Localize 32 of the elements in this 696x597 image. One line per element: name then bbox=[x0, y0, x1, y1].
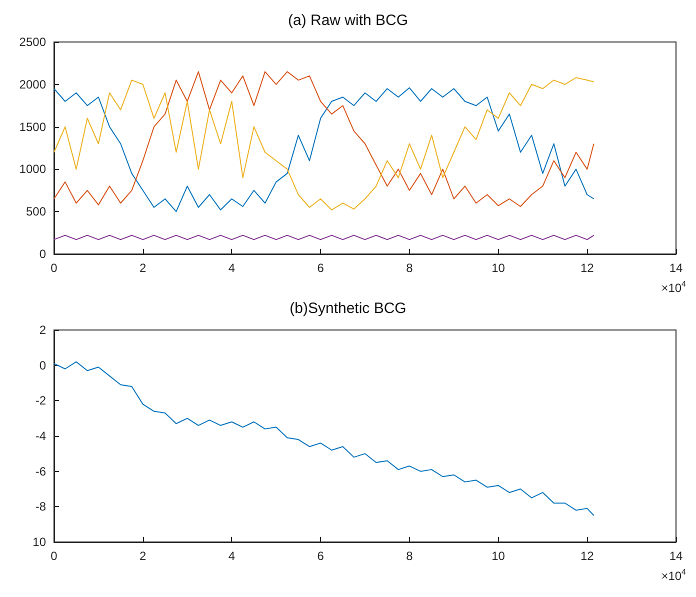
chart-title: (a) Raw with BCG bbox=[288, 12, 408, 29]
y-tick-label: -6 bbox=[35, 464, 46, 478]
x-tick-label: 4 bbox=[228, 549, 236, 563]
y-tick-label: 10 bbox=[32, 535, 46, 549]
y-tick-label: 0 bbox=[39, 247, 46, 261]
y-tick-label: -4 bbox=[35, 429, 46, 443]
x-tick-label: 2 bbox=[140, 261, 147, 275]
x-tick-label: 4 bbox=[228, 261, 236, 275]
x-tick-label: 6 bbox=[317, 549, 324, 563]
x-tick-label: 12 bbox=[580, 549, 594, 563]
line-series bbox=[54, 361, 594, 516]
x-tick-label: 6 bbox=[317, 261, 324, 275]
x-tick-label: 10 bbox=[492, 261, 506, 275]
y-tick-label: 2 bbox=[39, 323, 46, 337]
y-tick-label: 1000 bbox=[19, 162, 46, 176]
x-tick-label: 0 bbox=[50, 261, 58, 275]
x-tick-label: 10 bbox=[492, 549, 506, 563]
x-tick-label: 14 bbox=[669, 549, 683, 563]
y-tick-label: 2500 bbox=[19, 35, 46, 49]
y-tick-label: 0 bbox=[39, 358, 46, 372]
x-tick-label: 8 bbox=[406, 261, 414, 275]
y-tick-label: -2 bbox=[35, 394, 46, 408]
y-tick-label: -8 bbox=[35, 500, 46, 514]
y-tick-label: 1500 bbox=[19, 120, 46, 134]
x-tick-label: 2 bbox=[140, 549, 147, 563]
y-tick-label: 500 bbox=[26, 204, 46, 219]
chart-title: (b)Synthetic BCG bbox=[290, 300, 406, 317]
x-tick-label: 14 bbox=[669, 261, 683, 275]
x-tick-label: 8 bbox=[406, 549, 414, 563]
x-tick-label: 0 bbox=[50, 549, 58, 563]
x-tick-label: 12 bbox=[580, 261, 594, 275]
y-tick-label: 2000 bbox=[19, 77, 46, 92]
